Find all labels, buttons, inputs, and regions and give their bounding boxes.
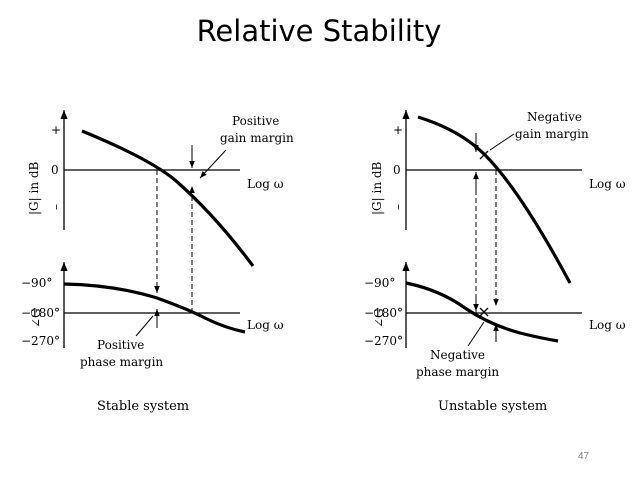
stable-gain-tick-zero: 0 xyxy=(51,163,59,177)
stable-gain-annotation-pointer xyxy=(199,149,227,179)
stable-gain-annotation-line2: gain margin xyxy=(220,131,294,145)
unstable-phase-tick-180: −180° xyxy=(364,306,403,320)
unstable-phase-annotation-pointer xyxy=(467,321,485,347)
stable-gain-plot: + 0 – |G| in dB Log ω Positive gain marg… xyxy=(27,110,294,267)
unstable-phase-tick-270: −270° xyxy=(364,334,403,348)
stable-gain-tick-plus: + xyxy=(51,123,61,137)
unstable-phase-cross-mark xyxy=(479,307,489,317)
stable-panel: + 0 – |G| in dB Log ω Positive gain marg… xyxy=(21,110,294,414)
unstable-gain-annotation-line1: Negative xyxy=(527,110,582,124)
stable-gain-x-label: Log ω xyxy=(247,177,284,191)
unstable-phase-y-label: ∠G xyxy=(372,308,386,328)
stable-phase-tick-90: −90° xyxy=(21,276,52,290)
unstable-panel: + 0 – |G| in dB Log ω Negative gain marg… xyxy=(364,110,626,414)
unstable-phase-x-label: Log ω xyxy=(589,318,626,332)
stable-phase-x-label: Log ω xyxy=(247,318,284,332)
unstable-gain-plot: + 0 – |G| in dB Log ω Negative gain marg… xyxy=(370,110,626,284)
stable-gain-annotation-line1: Positive xyxy=(232,114,279,128)
stable-gain-y-label: |G| in dB xyxy=(27,161,41,215)
page-number: 47 xyxy=(578,451,590,462)
slide-title: Relative Stability xyxy=(196,14,442,48)
unstable-gain-cross-mark xyxy=(479,150,489,160)
stable-phase-plot: −90° −180° −270° ∠G Log ω Positive phase… xyxy=(21,262,284,369)
unstable-gain-tick-minus: – xyxy=(391,204,405,210)
stable-phase-y-label: ∠G xyxy=(29,308,43,328)
unstable-gain-x-label: Log ω xyxy=(589,177,626,191)
unstable-phase-plot: −90° −180° −270° ∠G Log ω Negative phase… xyxy=(364,262,626,379)
stable-phase-annotation-pointer xyxy=(135,315,154,337)
unstable-gain-annotation-pointer xyxy=(489,133,515,151)
stable-gain-tick-minus: – xyxy=(49,204,63,210)
stable-phase-tick-180: −180° xyxy=(21,306,60,320)
stable-caption: Stable system xyxy=(97,399,189,414)
stable-phase-curve xyxy=(63,282,246,334)
unstable-gain-tick-zero: 0 xyxy=(393,163,401,177)
stable-gain-curve xyxy=(81,129,255,267)
stable-phase-annotation-line2: phase margin xyxy=(80,355,163,369)
unstable-gain-tick-plus: + xyxy=(393,123,403,137)
stable-phase-annotation-line1: Positive xyxy=(97,338,144,352)
stable-phase-tick-270: −270° xyxy=(21,334,60,348)
unstable-gain-curve xyxy=(417,115,572,284)
unstable-gain-annotation-line2: gain margin xyxy=(515,127,589,141)
unstable-gain-y-label: |G| in dB xyxy=(370,161,384,215)
unstable-phase-annotation-line2: phase margin xyxy=(416,365,499,379)
unstable-caption: Unstable system xyxy=(438,399,547,414)
unstable-phase-curve xyxy=(405,281,559,343)
unstable-phase-tick-90: −90° xyxy=(364,276,395,290)
unstable-phase-annotation-line1: Negative xyxy=(430,348,485,362)
